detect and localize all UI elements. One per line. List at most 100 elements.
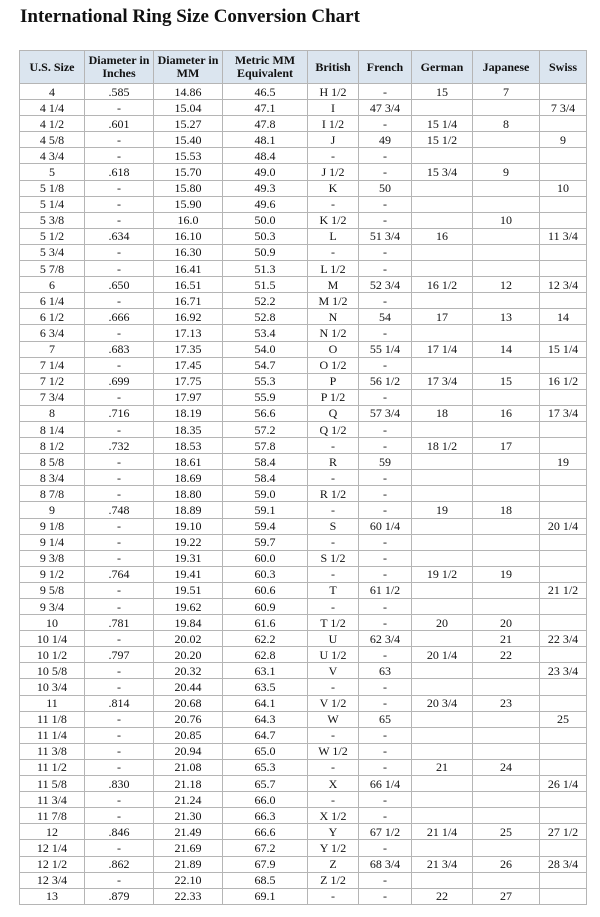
table-cell: [539, 163, 587, 181]
table-cell: 51.5: [222, 276, 308, 294]
table-cell: 26 1/4: [539, 775, 587, 793]
table-cell: 12: [19, 823, 85, 841]
table-cell: 14: [472, 340, 540, 358]
table-cell: -: [84, 453, 154, 471]
table-row: 5 7/8-16.41 51.3 L 1/2-: [19, 260, 587, 278]
table-cell: 7 1/4: [19, 356, 85, 374]
table-cell: 21 1/4: [411, 823, 473, 841]
table-row: 6 1/2.666 16.92 52.8 N 54 17 13 14: [19, 308, 587, 326]
table-cell: 11 3/4: [539, 227, 587, 245]
table-cell: 8 7/8: [19, 485, 85, 503]
table-cell: 67.2: [222, 839, 308, 857]
table-cell: 15.80: [153, 179, 223, 197]
table-cell: [411, 517, 473, 535]
table-cell: -: [358, 82, 412, 101]
table-cell: -: [358, 356, 412, 374]
table-cell: 8: [19, 404, 85, 422]
table-cell: -: [84, 147, 154, 165]
table-cell: 59.1: [222, 501, 308, 519]
table-cell: [472, 147, 540, 165]
table-cell: 52.8: [222, 308, 308, 326]
table-cell: -: [84, 581, 154, 600]
table-cell: [539, 211, 587, 229]
table-cell: [539, 420, 587, 439]
table-cell: 65.3: [222, 758, 308, 777]
table-cell: 19.84: [153, 614, 223, 632]
table-cell: [539, 147, 587, 165]
table-cell: 66.3: [222, 807, 308, 825]
table-row: 9 1/8-19.10 59.4 S 60 1/4 20 1/4: [19, 517, 587, 535]
table-cell: [539, 437, 587, 455]
table-row: 11.814 20.68 64.1 V 1/2-20 3/4 23: [19, 694, 587, 712]
table-cell: 20 1/4: [539, 517, 587, 535]
table-cell: [472, 179, 540, 197]
table-row: 11 1/8-20.76 64.3 W 65 25: [19, 710, 587, 728]
table-cell: -: [84, 726, 154, 744]
table-cell: 61 1/2: [358, 581, 412, 600]
table-cell: I: [307, 99, 359, 117]
table-cell: [411, 260, 473, 278]
table-cell: H 1/2: [307, 82, 359, 101]
table-cell: 20 3/4: [411, 694, 473, 712]
table-row: 11 3/4-21.24 66.0- -: [19, 791, 587, 809]
table-cell: T 1/2: [307, 614, 359, 632]
table-cell: [539, 485, 587, 503]
table-cell: 18.61: [153, 453, 223, 471]
header-row: U.S. Size Diameter in Inches Diameter in M…: [19, 50, 587, 84]
column-header: French: [358, 50, 412, 84]
table-cell: 53.4: [222, 324, 308, 342]
table-cell: 10: [539, 179, 587, 197]
table-cell: -: [307, 243, 359, 262]
table-row: 11 1/2-21.08 65.3- -21 24: [19, 758, 587, 777]
table-cell: [472, 469, 540, 487]
table-cell: 67 1/2: [358, 823, 412, 841]
table-cell: 67.9: [222, 855, 308, 873]
table-cell: 17 1/4: [411, 340, 473, 358]
table-row: 11 1/4-20.85 64.7- -: [19, 726, 587, 744]
page-title: International Ring Size Conversion Chart: [20, 6, 360, 27]
table-cell: 15.53: [153, 147, 223, 165]
table-cell: -: [307, 533, 359, 551]
table-cell: 11 1/8: [19, 710, 85, 728]
table-cell: 18.89: [153, 501, 223, 519]
table-cell: 7 3/4: [19, 388, 85, 406]
table-cell: 55.3: [222, 372, 308, 390]
table-cell: 61.6: [222, 614, 308, 632]
table-cell: Q 1/2: [307, 420, 359, 439]
table-cell: [411, 485, 473, 503]
table-cell: 49: [358, 131, 412, 149]
table-cell: 66.6: [222, 823, 308, 841]
table-cell: 15.27: [153, 115, 223, 133]
table-cell: 19.41: [153, 565, 223, 583]
table-cell: O: [307, 340, 359, 358]
table-cell: 21.69: [153, 839, 223, 857]
table-cell: [539, 871, 587, 889]
table-cell: -: [307, 469, 359, 487]
table-cell: -: [358, 195, 412, 213]
table-row: 4 1/4-15.04 47.1 I 47 3/4 7 3/4: [19, 99, 587, 117]
table-cell: Z: [307, 855, 359, 873]
table-cell: 5 3/8: [19, 211, 85, 229]
table-cell: 25: [539, 710, 587, 728]
table-cell: -: [307, 195, 359, 213]
table-cell: [472, 839, 540, 857]
table-cell: .699: [84, 372, 154, 390]
table-cell: U: [307, 630, 359, 648]
table-cell: [472, 292, 540, 310]
table-cell: 8: [472, 115, 540, 133]
table-row: 4 3/4-15.53 48.4- -: [19, 147, 587, 165]
table-cell: 17.45: [153, 356, 223, 374]
table-cell: [411, 324, 473, 342]
table-cell: [539, 887, 587, 905]
table-cell: 15: [472, 372, 540, 390]
table-cell: 60 1/4: [358, 517, 412, 535]
table-cell: 57.8: [222, 437, 308, 455]
table-cell: 49.0: [222, 163, 308, 181]
table-cell: .781: [84, 614, 154, 632]
table-cell: [411, 726, 473, 744]
table-cell: U 1/2: [307, 646, 359, 664]
table-cell: [539, 646, 587, 664]
table-cell: [411, 791, 473, 809]
table-cell: -: [358, 565, 412, 583]
table-cell: [411, 678, 473, 696]
